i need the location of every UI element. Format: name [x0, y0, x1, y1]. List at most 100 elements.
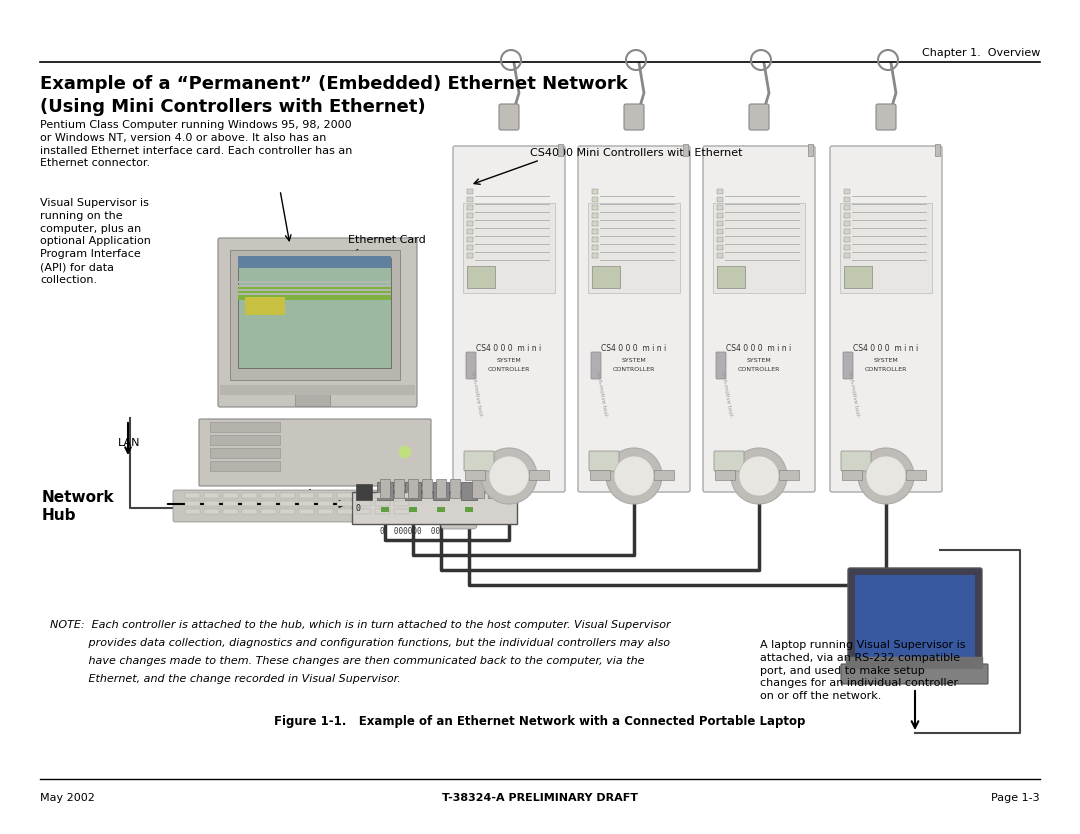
- Text: tech-motive tool-: tech-motive tool-: [847, 370, 860, 418]
- Text: tech-motive tool-: tech-motive tool-: [470, 370, 483, 418]
- FancyBboxPatch shape: [394, 493, 409, 498]
- FancyBboxPatch shape: [713, 203, 805, 293]
- FancyBboxPatch shape: [409, 507, 417, 512]
- FancyBboxPatch shape: [842, 470, 862, 480]
- FancyBboxPatch shape: [715, 470, 735, 480]
- FancyBboxPatch shape: [717, 213, 723, 218]
- FancyBboxPatch shape: [467, 205, 473, 210]
- FancyBboxPatch shape: [356, 509, 372, 514]
- FancyBboxPatch shape: [238, 293, 391, 295]
- Text: SYSTEM: SYSTEM: [497, 358, 522, 363]
- FancyBboxPatch shape: [280, 501, 295, 506]
- Text: CS4 0 0 0  m i n i: CS4 0 0 0 m i n i: [727, 344, 792, 353]
- FancyBboxPatch shape: [261, 493, 276, 498]
- Circle shape: [615, 456, 654, 496]
- FancyBboxPatch shape: [843, 189, 850, 194]
- FancyBboxPatch shape: [592, 221, 598, 226]
- Text: Example of a “Permanent” (Embedded) Ethernet Network: Example of a “Permanent” (Embedded) Ethe…: [40, 75, 627, 93]
- Text: SYSTEM: SYSTEM: [874, 358, 899, 363]
- FancyBboxPatch shape: [185, 501, 200, 506]
- FancyBboxPatch shape: [238, 289, 391, 291]
- FancyBboxPatch shape: [467, 213, 473, 218]
- FancyBboxPatch shape: [185, 493, 200, 498]
- FancyBboxPatch shape: [242, 493, 257, 498]
- FancyBboxPatch shape: [622, 470, 642, 480]
- FancyBboxPatch shape: [843, 253, 850, 258]
- FancyBboxPatch shape: [242, 509, 257, 514]
- FancyBboxPatch shape: [318, 501, 333, 506]
- FancyBboxPatch shape: [592, 205, 598, 210]
- FancyBboxPatch shape: [855, 575, 975, 660]
- Text: CONTROLLER: CONTROLLER: [488, 366, 530, 371]
- FancyBboxPatch shape: [488, 479, 500, 498]
- FancyBboxPatch shape: [245, 297, 285, 315]
- Text: Ethernet Card: Ethernet Card: [348, 235, 426, 245]
- Text: 0  000000  00: 0 000000 00: [380, 527, 441, 536]
- Text: (Using Mini Controllers with Ethernet): (Using Mini Controllers with Ethernet): [40, 98, 426, 116]
- FancyBboxPatch shape: [405, 482, 421, 500]
- FancyBboxPatch shape: [467, 237, 473, 242]
- Circle shape: [731, 448, 787, 504]
- FancyBboxPatch shape: [238, 256, 391, 268]
- FancyBboxPatch shape: [843, 266, 872, 288]
- FancyBboxPatch shape: [199, 419, 431, 486]
- Circle shape: [489, 456, 529, 496]
- FancyBboxPatch shape: [717, 237, 723, 242]
- FancyBboxPatch shape: [717, 253, 723, 258]
- FancyBboxPatch shape: [185, 509, 200, 514]
- Circle shape: [399, 446, 411, 458]
- FancyBboxPatch shape: [238, 286, 391, 300]
- FancyBboxPatch shape: [210, 422, 280, 432]
- FancyBboxPatch shape: [173, 490, 432, 522]
- Text: Visual Supervisor is
running on the
computer, plus an
optional Application
Progr: Visual Supervisor is running on the comp…: [40, 198, 151, 284]
- FancyBboxPatch shape: [238, 258, 391, 368]
- FancyBboxPatch shape: [703, 146, 815, 492]
- FancyBboxPatch shape: [592, 253, 598, 258]
- Circle shape: [739, 456, 779, 496]
- FancyBboxPatch shape: [461, 482, 477, 500]
- FancyBboxPatch shape: [394, 479, 404, 498]
- FancyBboxPatch shape: [843, 213, 850, 218]
- FancyBboxPatch shape: [210, 448, 280, 458]
- FancyBboxPatch shape: [210, 461, 280, 471]
- Text: provides data collection, diagnostics and configuration functions, but the indiv: provides data collection, diagnostics an…: [50, 638, 670, 648]
- FancyBboxPatch shape: [450, 479, 460, 498]
- FancyBboxPatch shape: [318, 509, 333, 514]
- FancyBboxPatch shape: [280, 493, 295, 498]
- FancyBboxPatch shape: [843, 221, 850, 226]
- FancyBboxPatch shape: [590, 470, 610, 480]
- FancyBboxPatch shape: [906, 470, 926, 480]
- FancyBboxPatch shape: [436, 479, 446, 498]
- FancyBboxPatch shape: [467, 221, 473, 226]
- FancyBboxPatch shape: [356, 484, 372, 500]
- FancyBboxPatch shape: [299, 501, 314, 506]
- FancyBboxPatch shape: [337, 509, 352, 514]
- Text: CS4 0 0 0  m i n i: CS4 0 0 0 m i n i: [602, 344, 666, 353]
- FancyBboxPatch shape: [337, 501, 352, 506]
- FancyBboxPatch shape: [558, 144, 563, 156]
- FancyBboxPatch shape: [843, 352, 853, 379]
- FancyBboxPatch shape: [750, 104, 769, 130]
- FancyBboxPatch shape: [464, 451, 494, 471]
- Text: Figure 1-1.   Example of an Ethernet Network with a Connected Portable Laptop: Figure 1-1. Example of an Ethernet Netwo…: [274, 715, 806, 728]
- FancyBboxPatch shape: [356, 493, 372, 498]
- Circle shape: [606, 448, 662, 504]
- FancyBboxPatch shape: [408, 479, 418, 498]
- FancyBboxPatch shape: [592, 237, 598, 242]
- Text: Pentium Class Computer running Windows 95, 98, 2000
or Windows NT, version 4.0 o: Pentium Class Computer running Windows 9…: [40, 120, 352, 168]
- FancyBboxPatch shape: [843, 245, 850, 250]
- FancyBboxPatch shape: [261, 509, 276, 514]
- FancyBboxPatch shape: [592, 197, 598, 202]
- FancyBboxPatch shape: [437, 507, 445, 512]
- FancyBboxPatch shape: [588, 203, 680, 293]
- FancyBboxPatch shape: [222, 509, 238, 514]
- FancyBboxPatch shape: [467, 229, 473, 234]
- FancyBboxPatch shape: [717, 266, 745, 288]
- FancyBboxPatch shape: [874, 470, 894, 480]
- Text: Network: Network: [42, 490, 114, 505]
- FancyBboxPatch shape: [497, 470, 517, 480]
- FancyBboxPatch shape: [465, 470, 485, 480]
- FancyBboxPatch shape: [843, 205, 850, 210]
- FancyBboxPatch shape: [220, 385, 415, 395]
- FancyBboxPatch shape: [394, 501, 409, 506]
